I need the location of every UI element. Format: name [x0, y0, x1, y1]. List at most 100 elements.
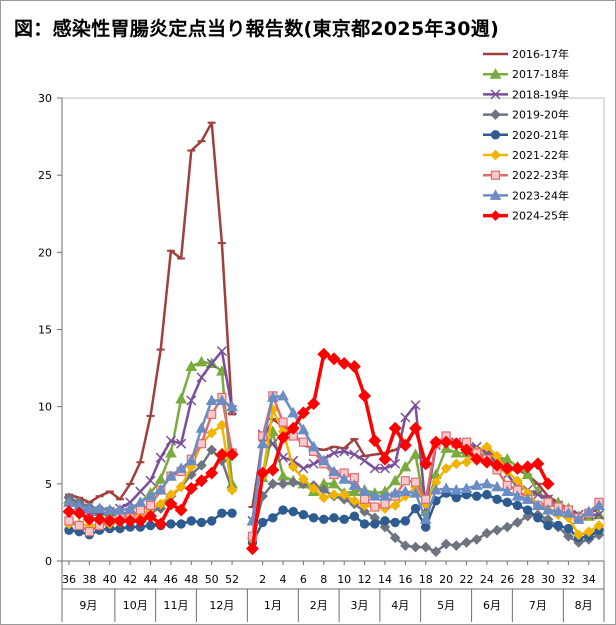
- data-point: [185, 360, 198, 372]
- data-point: [552, 505, 565, 517]
- y-tick-label: 15: [38, 324, 52, 337]
- data-point: [563, 523, 574, 534]
- data-point: [388, 421, 402, 435]
- data-point: [370, 502, 380, 512]
- data-point: [206, 358, 217, 369]
- data-point: [216, 394, 228, 405]
- data-point: [451, 493, 462, 503]
- data-point: [410, 400, 421, 411]
- x-tick-label: 22: [460, 573, 474, 586]
- data-point: [521, 460, 535, 474]
- data-point: [582, 505, 595, 517]
- data-point: [349, 449, 360, 460]
- data-point: [328, 465, 340, 476]
- data-point: [410, 541, 421, 553]
- legend-label: 2019-20年: [512, 108, 569, 122]
- data-point: [277, 389, 289, 401]
- data-point: [266, 463, 280, 477]
- data-point: [379, 463, 390, 474]
- data-point: [502, 497, 512, 508]
- data-point: [348, 479, 361, 490]
- data-point: [461, 537, 472, 548]
- month-label: 12月: [209, 599, 234, 612]
- data-point: [278, 505, 288, 515]
- data-point: [349, 511, 360, 521]
- y-tick-label: 10: [38, 401, 52, 414]
- data-point: [400, 412, 411, 423]
- chart-title: 図：感染性胃腸炎定点当り報告数(東京都2025年30週): [14, 18, 500, 40]
- x-tick-label: 28: [521, 573, 535, 586]
- data-point: [461, 456, 472, 468]
- data-point: [166, 519, 176, 529]
- data-point: [511, 490, 524, 501]
- data-point: [308, 513, 319, 523]
- data-point: [123, 514, 137, 528]
- data-point: [400, 516, 411, 526]
- month-label: 1月: [264, 599, 282, 612]
- data-point: [450, 446, 463, 458]
- x-tick-label: 46: [164, 573, 178, 586]
- data-point: [298, 473, 309, 485]
- legend-label: 2017-18年: [512, 67, 569, 81]
- month-label: 4月: [391, 599, 409, 612]
- data-point: [287, 476, 299, 488]
- data-point: [439, 435, 453, 449]
- month-label: 9月: [79, 599, 97, 612]
- y-tick-label: 5: [45, 478, 52, 491]
- data-point: [370, 519, 380, 529]
- data-point: [154, 483, 167, 495]
- legend-label: 2020-21年: [512, 128, 569, 142]
- data-point: [359, 519, 370, 529]
- x-tick-label: 48: [184, 573, 198, 586]
- x-tick-label: 16: [398, 573, 412, 586]
- data-point: [451, 458, 462, 470]
- data-point: [541, 477, 555, 491]
- data-point: [286, 421, 300, 435]
- data-point: [62, 505, 76, 519]
- data-point: [195, 422, 208, 433]
- data-point: [206, 444, 217, 456]
- data-point: [256, 466, 270, 480]
- data-point: [543, 520, 553, 531]
- data-point: [339, 446, 350, 457]
- data-point: [470, 479, 483, 490]
- data-point: [298, 510, 309, 520]
- data-point: [522, 505, 533, 515]
- data-point: [421, 522, 431, 532]
- data-point: [124, 502, 137, 514]
- x-tick-label: 34: [582, 573, 596, 586]
- data-point: [379, 490, 391, 501]
- legend-label: 2024-25年: [512, 209, 569, 223]
- data-point: [226, 400, 238, 412]
- data-point: [380, 499, 390, 509]
- data-point: [196, 517, 207, 528]
- legend-marker: [490, 210, 501, 221]
- data-point: [338, 489, 350, 500]
- data-point: [185, 454, 198, 466]
- data-point: [205, 394, 218, 405]
- data-point: [175, 392, 187, 404]
- data-point: [133, 514, 147, 528]
- data-point: [379, 521, 391, 533]
- data-point: [449, 437, 463, 451]
- data-point: [298, 437, 309, 447]
- data-point: [277, 478, 289, 490]
- data-point: [195, 474, 208, 488]
- data-point: [195, 355, 208, 367]
- data-point: [278, 417, 288, 427]
- data-point: [278, 452, 289, 463]
- legend-marker: [490, 130, 501, 140]
- data-point: [480, 455, 494, 469]
- legend-marker: [490, 89, 501, 100]
- legend-label: 2016-17年: [512, 47, 569, 61]
- legend-label: 2018-19年: [512, 87, 569, 101]
- data-point: [440, 538, 452, 550]
- month-label: 2月: [310, 599, 328, 612]
- legend: 2016-17年 2017-18年 2018-19年 2019-20年 2020-21年…: [483, 47, 569, 223]
- data-point: [491, 524, 503, 536]
- data-point: [276, 431, 290, 444]
- x-tick-label: 40: [103, 573, 117, 586]
- data-point: [268, 513, 278, 523]
- data-point: [206, 427, 217, 439]
